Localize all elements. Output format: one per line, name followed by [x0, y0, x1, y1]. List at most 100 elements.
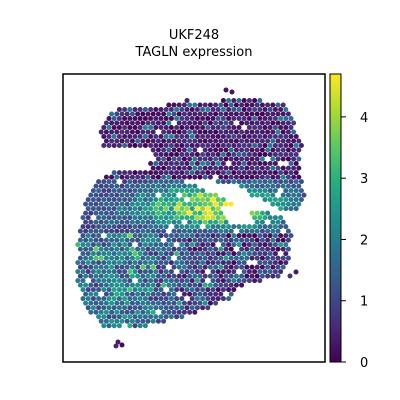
spot [241, 98, 247, 103]
spot [288, 197, 294, 203]
spot [166, 138, 172, 144]
spot [200, 134, 206, 139]
spot [184, 260, 190, 266]
spot [184, 125, 190, 130]
spot [168, 233, 174, 239]
spot [220, 278, 226, 284]
spot [257, 161, 263, 166]
spot [220, 260, 226, 266]
spot [270, 156, 276, 162]
spot [114, 309, 120, 315]
spot [98, 255, 104, 261]
spot [111, 143, 117, 148]
spot [124, 219, 130, 225]
spot [90, 251, 96, 257]
spot [103, 129, 109, 135]
spot [197, 192, 203, 198]
spot [155, 246, 161, 252]
spot [218, 237, 224, 243]
spot [109, 264, 115, 270]
spot [153, 233, 159, 239]
spot [135, 273, 141, 279]
spot [111, 260, 117, 266]
spot [135, 129, 141, 135]
spot [85, 215, 91, 221]
spot [145, 129, 151, 135]
spot [176, 174, 182, 180]
spot [181, 228, 187, 234]
spot [285, 228, 291, 234]
spot [135, 318, 141, 324]
spot [288, 161, 294, 166]
spot [262, 107, 268, 112]
spot [116, 278, 122, 284]
spot [150, 201, 156, 207]
spot [116, 188, 122, 194]
spot [200, 260, 206, 266]
spot [153, 170, 159, 176]
spot [98, 129, 104, 135]
spot [223, 219, 229, 225]
spot [171, 264, 177, 270]
spot [280, 183, 286, 189]
spot [278, 107, 284, 112]
spot [88, 201, 94, 207]
spot [241, 269, 247, 275]
spot [200, 305, 206, 311]
spot [129, 264, 135, 270]
spot [207, 192, 213, 198]
spot [135, 174, 141, 180]
spot [114, 282, 120, 288]
spot [218, 273, 224, 279]
spot [145, 237, 151, 243]
spot [265, 138, 271, 144]
spot [252, 188, 258, 194]
spot [233, 273, 239, 279]
spot [262, 251, 268, 257]
spot [202, 111, 208, 117]
spot [168, 296, 174, 302]
spot [200, 188, 206, 194]
spot [111, 125, 117, 130]
spot [161, 300, 167, 306]
spot [106, 116, 112, 121]
spot [252, 161, 258, 166]
spot [246, 224, 252, 230]
spot [189, 143, 195, 148]
spot [168, 314, 174, 320]
spot [293, 170, 299, 176]
spot [80, 215, 86, 221]
spot [228, 228, 234, 234]
spot [150, 138, 156, 144]
spot [228, 264, 234, 270]
spot [163, 116, 169, 121]
spot [140, 228, 146, 234]
spot [252, 125, 258, 130]
spot [75, 278, 81, 284]
spot [252, 251, 258, 257]
spot [283, 188, 289, 194]
spot [246, 98, 252, 103]
spot [257, 134, 263, 139]
spot [98, 318, 104, 324]
spot [202, 219, 208, 225]
spot [124, 246, 130, 252]
spot [283, 242, 289, 248]
spot [210, 251, 216, 257]
spot [205, 215, 211, 221]
spot [187, 147, 193, 153]
spot [226, 260, 232, 266]
spot [296, 201, 302, 207]
spot [213, 264, 219, 270]
spot [127, 134, 133, 139]
spot [161, 291, 167, 297]
spot [244, 147, 250, 153]
spot [150, 228, 156, 234]
spot [202, 165, 208, 171]
spot [158, 152, 164, 157]
spot [267, 188, 273, 194]
spot [210, 206, 216, 212]
spot [205, 152, 211, 157]
spot [153, 305, 159, 311]
spot [137, 188, 143, 194]
